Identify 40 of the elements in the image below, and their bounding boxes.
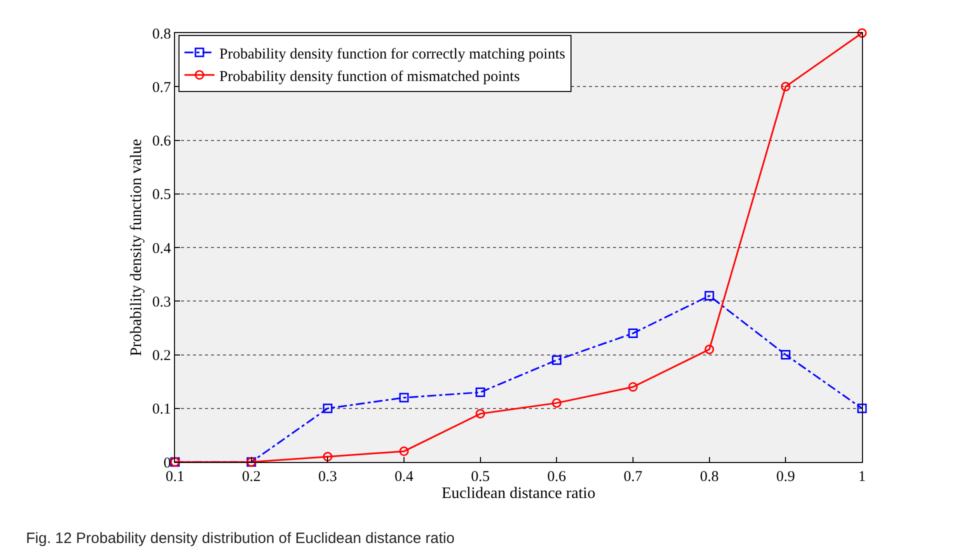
x-tick-label: 0.5 <box>470 469 490 485</box>
y-tick-label: 0.8 <box>152 26 171 42</box>
point <box>399 446 409 456</box>
x-tick-label: 0.6 <box>547 469 567 485</box>
x-tick-label: 0.4 <box>394 469 414 485</box>
point <box>704 291 714 301</box>
x-tick-label: 0.1 <box>166 469 184 485</box>
x-tick-label: 0.2 <box>242 469 261 485</box>
y-tick-label: 0.6 <box>152 134 172 150</box>
point <box>857 28 867 38</box>
point <box>704 344 714 354</box>
point <box>399 392 409 402</box>
legend-label: Probability density function of mismatched points <box>219 68 520 85</box>
y-tick-label: 0.5 <box>152 187 171 204</box>
point <box>857 404 867 414</box>
point <box>780 82 790 92</box>
point <box>552 398 562 408</box>
y-tick-label: 0.7 <box>152 80 172 96</box>
point <box>476 408 486 418</box>
y-tick-label: 0.3 <box>152 294 171 310</box>
x-tick-label: 0.8 <box>700 469 719 485</box>
x-tick-label: 1 <box>858 469 866 485</box>
point <box>322 452 332 462</box>
x-axis-title: Euclidean distance ratio <box>442 485 596 502</box>
y-tick-label: 0 <box>164 455 171 472</box>
x-tick-label: 0.7 <box>624 469 643 485</box>
x-tick-label: 0.9 <box>776 469 796 485</box>
y-tick-label: 0.2 <box>152 348 171 364</box>
point <box>780 350 790 360</box>
legend-label: Probability density function for correctly matching points <box>219 46 566 62</box>
point <box>476 388 486 398</box>
y-axis-title: Probability density function value <box>128 138 146 356</box>
y-tick-label: 0.4 <box>152 240 172 257</box>
point <box>628 328 638 338</box>
point <box>552 355 562 365</box>
y-tick-label: 0.1 <box>152 402 171 418</box>
caption: Fig. 12 Probability density distribution of Euclidean distance ratio <box>26 530 455 547</box>
point <box>628 382 638 392</box>
point <box>322 404 332 414</box>
x-tick-label: 0.3 <box>318 469 338 485</box>
